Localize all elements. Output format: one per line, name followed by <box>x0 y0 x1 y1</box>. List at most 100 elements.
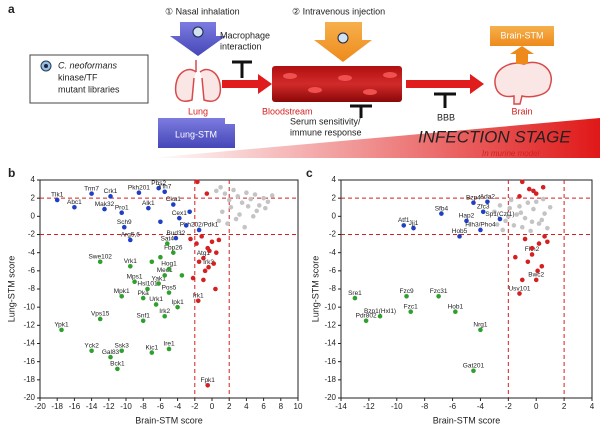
x-tick-label: -14 <box>335 402 347 411</box>
point-label: Pka <box>138 290 150 297</box>
flow-arrow <box>222 74 272 94</box>
data-point <box>188 236 193 242</box>
data-point <box>228 204 234 210</box>
x-tick-label: -8 <box>421 402 429 411</box>
data-point <box>245 204 251 209</box>
data-point <box>226 197 232 203</box>
up-arrow <box>510 46 534 64</box>
point-label: Urk1 <box>149 296 163 303</box>
library-text: mutant libraries <box>58 84 120 94</box>
data-point <box>72 204 77 210</box>
library-box <box>29 54 149 104</box>
data-point <box>89 191 94 196</box>
data-point <box>231 187 236 193</box>
data-point <box>235 194 241 199</box>
data-point <box>545 239 550 245</box>
point-label: Vps15 <box>91 311 110 318</box>
x-tick-label: 2 <box>562 402 567 411</box>
data-point <box>540 196 546 202</box>
bbb-label: BBB <box>437 112 455 122</box>
y-tick-label: -18 <box>23 375 35 384</box>
point-label: Irk1 <box>193 293 204 300</box>
data-point <box>250 214 256 219</box>
data-point <box>254 208 260 214</box>
data-point <box>149 259 155 265</box>
data-point <box>517 204 522 209</box>
y-tick-label: 4 <box>332 175 337 184</box>
point-label: Bwc2 <box>528 272 544 279</box>
yeast-core <box>44 64 48 68</box>
data-point <box>539 217 545 223</box>
data-point <box>478 327 483 333</box>
data-point <box>522 215 528 221</box>
x-tick-label: 6 <box>261 402 266 411</box>
y-tick-label: -8 <box>329 284 337 293</box>
point-label: Mec1 <box>157 267 173 274</box>
data-point <box>519 179 525 185</box>
step-label: ② Intravenous injection <box>292 6 385 16</box>
point-label: Atf1 <box>398 217 410 224</box>
data-point <box>518 210 524 215</box>
data-point <box>119 210 124 215</box>
data-point <box>529 252 535 257</box>
data-point <box>128 263 133 269</box>
data-point <box>471 368 476 374</box>
serum-label: Serum sensitivity/ <box>290 116 361 126</box>
x-tick-label: 4 <box>590 402 595 411</box>
point-label: Cex1 <box>172 210 188 217</box>
data-point <box>121 224 127 230</box>
brain-stm-box <box>490 26 554 46</box>
data-point <box>171 202 176 207</box>
data-point <box>535 268 540 274</box>
brain-stm-label: Brain-STM <box>500 30 543 40</box>
lung-label: Lung <box>188 106 208 116</box>
data-point <box>242 224 247 230</box>
point-label: Ssk3 <box>114 342 129 349</box>
data-point <box>205 382 210 388</box>
data-point <box>166 346 172 352</box>
yeast-icon <box>337 32 349 44</box>
data-point <box>213 286 218 292</box>
point-label: Mpk1 <box>114 288 130 295</box>
point-label: Gat201 <box>463 362 485 369</box>
data-point <box>517 194 522 199</box>
data-point <box>261 195 266 201</box>
point-label: Sch9 <box>117 219 132 226</box>
x-tick-label: -6 <box>449 402 457 411</box>
point-label: Hsl101 <box>137 281 158 288</box>
data-point <box>471 200 476 206</box>
point-label: Cka1 <box>166 196 182 203</box>
data-point <box>136 190 142 196</box>
data-point <box>194 241 199 246</box>
library-text: C. neoformans <box>58 60 118 70</box>
point-label: Hap2 <box>459 213 475 220</box>
x-tick-label: 4 <box>244 402 249 411</box>
data-point <box>540 184 546 190</box>
y-tick-label: -12 <box>23 320 35 329</box>
point-label: Pdr802 <box>356 313 377 320</box>
x-tick-label: 10 <box>294 402 303 411</box>
x-axis-label: Brain-STM score <box>433 415 501 425</box>
x-tick-label: -4 <box>477 402 485 411</box>
data-point <box>119 348 124 354</box>
data-point <box>263 205 268 211</box>
y-tick-label: -12 <box>324 320 336 329</box>
data-point <box>97 316 103 322</box>
data-point <box>545 225 550 231</box>
y-tick-label: -2 <box>329 230 337 239</box>
yeast-icon <box>192 26 204 38</box>
point-label: Ire1 <box>163 341 175 348</box>
x-tick-label: -12 <box>103 402 115 411</box>
data-point <box>503 218 508 224</box>
point-label: Nrg1 <box>473 322 487 329</box>
data-point <box>539 263 545 269</box>
data-point <box>265 199 271 205</box>
data-point <box>522 236 528 242</box>
y-tick-label: 4 <box>31 175 36 184</box>
point-label: Mak32 <box>95 201 115 208</box>
y-axis-label: Lung-STM score <box>6 256 16 323</box>
data-point <box>195 298 201 304</box>
step-label: ① Nasal inhalation <box>165 6 240 16</box>
brain-label: Brain <box>511 106 532 116</box>
x-tick-label: -12 <box>363 402 375 411</box>
